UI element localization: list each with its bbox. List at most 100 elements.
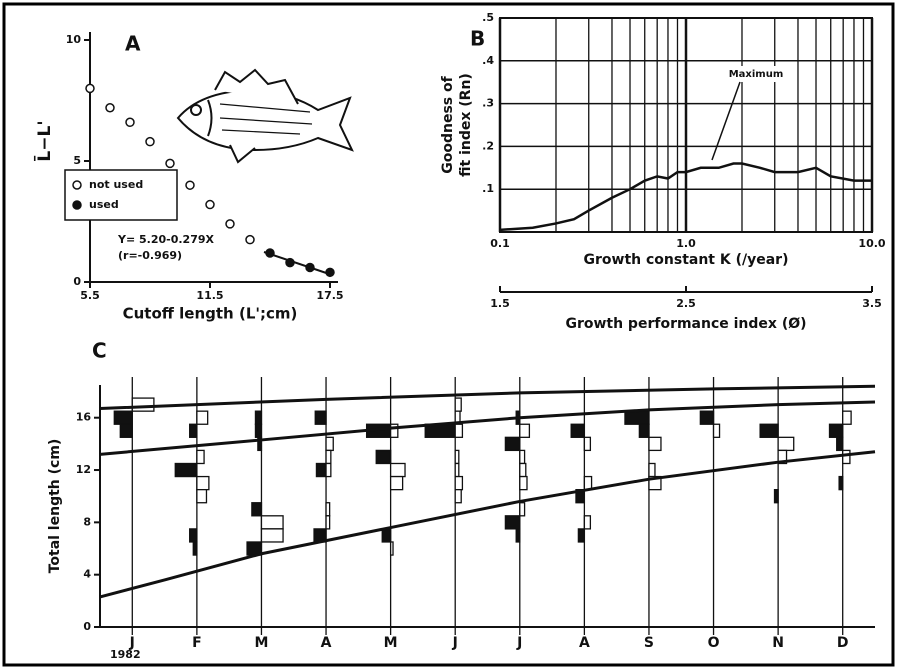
filled-bar bbox=[189, 528, 198, 543]
x-tick-label: M bbox=[254, 635, 268, 651]
x-tick-label: 1.0 bbox=[676, 237, 696, 250]
filled-bar bbox=[504, 515, 521, 530]
open-bar bbox=[260, 515, 284, 530]
data-point bbox=[205, 199, 215, 210]
y-tick-label: 0 bbox=[83, 620, 91, 633]
open-bar bbox=[519, 449, 526, 465]
open-bar bbox=[131, 397, 155, 412]
open-bar bbox=[389, 462, 406, 478]
open-bar bbox=[389, 541, 394, 556]
x-tick-label: O bbox=[708, 635, 720, 651]
legend-label: not used bbox=[89, 178, 143, 191]
y-tick-label: 5 bbox=[73, 154, 81, 167]
open-bar bbox=[196, 449, 205, 465]
annotation: Maximum bbox=[729, 69, 784, 80]
x-axis-label: Growth constant K (/year) bbox=[584, 252, 789, 268]
open-bar bbox=[519, 475, 528, 491]
x-axis-label: Cutoff length (L';cm) bbox=[123, 305, 298, 323]
panel-letter: B bbox=[470, 27, 485, 51]
filled-bar bbox=[570, 423, 586, 438]
open-bar bbox=[196, 475, 210, 491]
filled-bar bbox=[315, 462, 327, 478]
filled-bar bbox=[638, 423, 650, 438]
open-bar bbox=[519, 502, 526, 517]
x-tick-label: A bbox=[321, 635, 332, 651]
y-tick-label: .4 bbox=[482, 54, 494, 67]
open-bar bbox=[777, 449, 788, 465]
annotation-arrow bbox=[711, 81, 741, 161]
y-tick-label: 10 bbox=[66, 33, 82, 46]
filled-bar bbox=[838, 475, 844, 491]
filled-bar bbox=[251, 502, 263, 517]
open-bar bbox=[325, 515, 331, 530]
filled-bar bbox=[577, 528, 586, 543]
annotation: (r=-0.969) bbox=[118, 249, 182, 262]
open-bar bbox=[325, 449, 332, 465]
legend-label: used bbox=[89, 198, 119, 211]
fish-illustration bbox=[176, 68, 354, 164]
open-bar bbox=[519, 423, 531, 438]
filled-bar bbox=[113, 410, 133, 425]
panel-letter: A bbox=[125, 32, 141, 56]
y-axis-label: Total length (cm) bbox=[47, 439, 63, 574]
open-bar bbox=[325, 436, 334, 452]
data-point bbox=[185, 180, 195, 190]
x-tick-label: 5.5 bbox=[80, 289, 100, 302]
annotation: Y= 5.20-0.279X bbox=[117, 233, 215, 246]
year-label: 1982 bbox=[110, 648, 141, 661]
x-tick-label: 11.5 bbox=[196, 289, 223, 302]
open-bar bbox=[842, 410, 852, 425]
filled-bar bbox=[836, 436, 844, 452]
open-bar bbox=[583, 475, 593, 491]
open-bar bbox=[260, 528, 284, 543]
filled-bar bbox=[504, 436, 521, 452]
open-bar bbox=[454, 462, 460, 478]
panel-letter: C bbox=[92, 339, 107, 363]
y-tick-label: 0 bbox=[73, 275, 81, 288]
y-tick-label: .3 bbox=[482, 97, 494, 110]
x2-axis-label: Growth performance index (Ø) bbox=[565, 316, 806, 332]
data-point bbox=[85, 83, 95, 94]
open-bar bbox=[777, 436, 795, 452]
filled-bar bbox=[515, 528, 521, 543]
open-bar bbox=[842, 449, 851, 465]
x-tick-label: 17.5 bbox=[316, 289, 343, 302]
y-tick-label: 12 bbox=[76, 463, 91, 476]
x-tick-label: F bbox=[192, 635, 202, 651]
open-bar bbox=[325, 502, 331, 517]
y-tick-label: 8 bbox=[83, 515, 91, 528]
x-tick-label: J bbox=[516, 635, 522, 651]
filled-bar bbox=[624, 410, 650, 425]
y-axis-label: L̄−L' bbox=[33, 120, 55, 161]
filled-bar bbox=[314, 410, 327, 425]
data-point bbox=[105, 103, 115, 113]
trend-line bbox=[263, 251, 331, 276]
legend-marker bbox=[72, 200, 82, 210]
fit-curve bbox=[499, 162, 872, 232]
annotation-bg bbox=[722, 66, 790, 82]
open-bar bbox=[648, 462, 656, 478]
data-point bbox=[145, 136, 155, 147]
filled-bar bbox=[381, 528, 392, 543]
open-bar bbox=[583, 436, 592, 452]
y-tick-label: 4 bbox=[83, 568, 91, 581]
open-bar bbox=[196, 410, 209, 425]
x-tick-label: J bbox=[452, 635, 458, 651]
filled-bar bbox=[119, 423, 133, 438]
open-bar bbox=[454, 397, 462, 412]
legend-marker bbox=[72, 180, 82, 190]
growth-curve bbox=[99, 384, 876, 411]
open-bar bbox=[519, 462, 527, 478]
open-bar bbox=[583, 515, 592, 530]
filled-bar bbox=[759, 423, 779, 438]
open-bar bbox=[196, 488, 208, 504]
filled-bar bbox=[375, 449, 392, 465]
y-axis-label: fit index (Rn) bbox=[458, 73, 474, 177]
y-axis-label: Goodness of bbox=[440, 75, 456, 173]
filled-bar bbox=[174, 462, 198, 478]
data-point bbox=[125, 117, 135, 128]
x2-tick-label: 2.5 bbox=[676, 297, 696, 310]
y-tick-label: .1 bbox=[482, 182, 494, 195]
